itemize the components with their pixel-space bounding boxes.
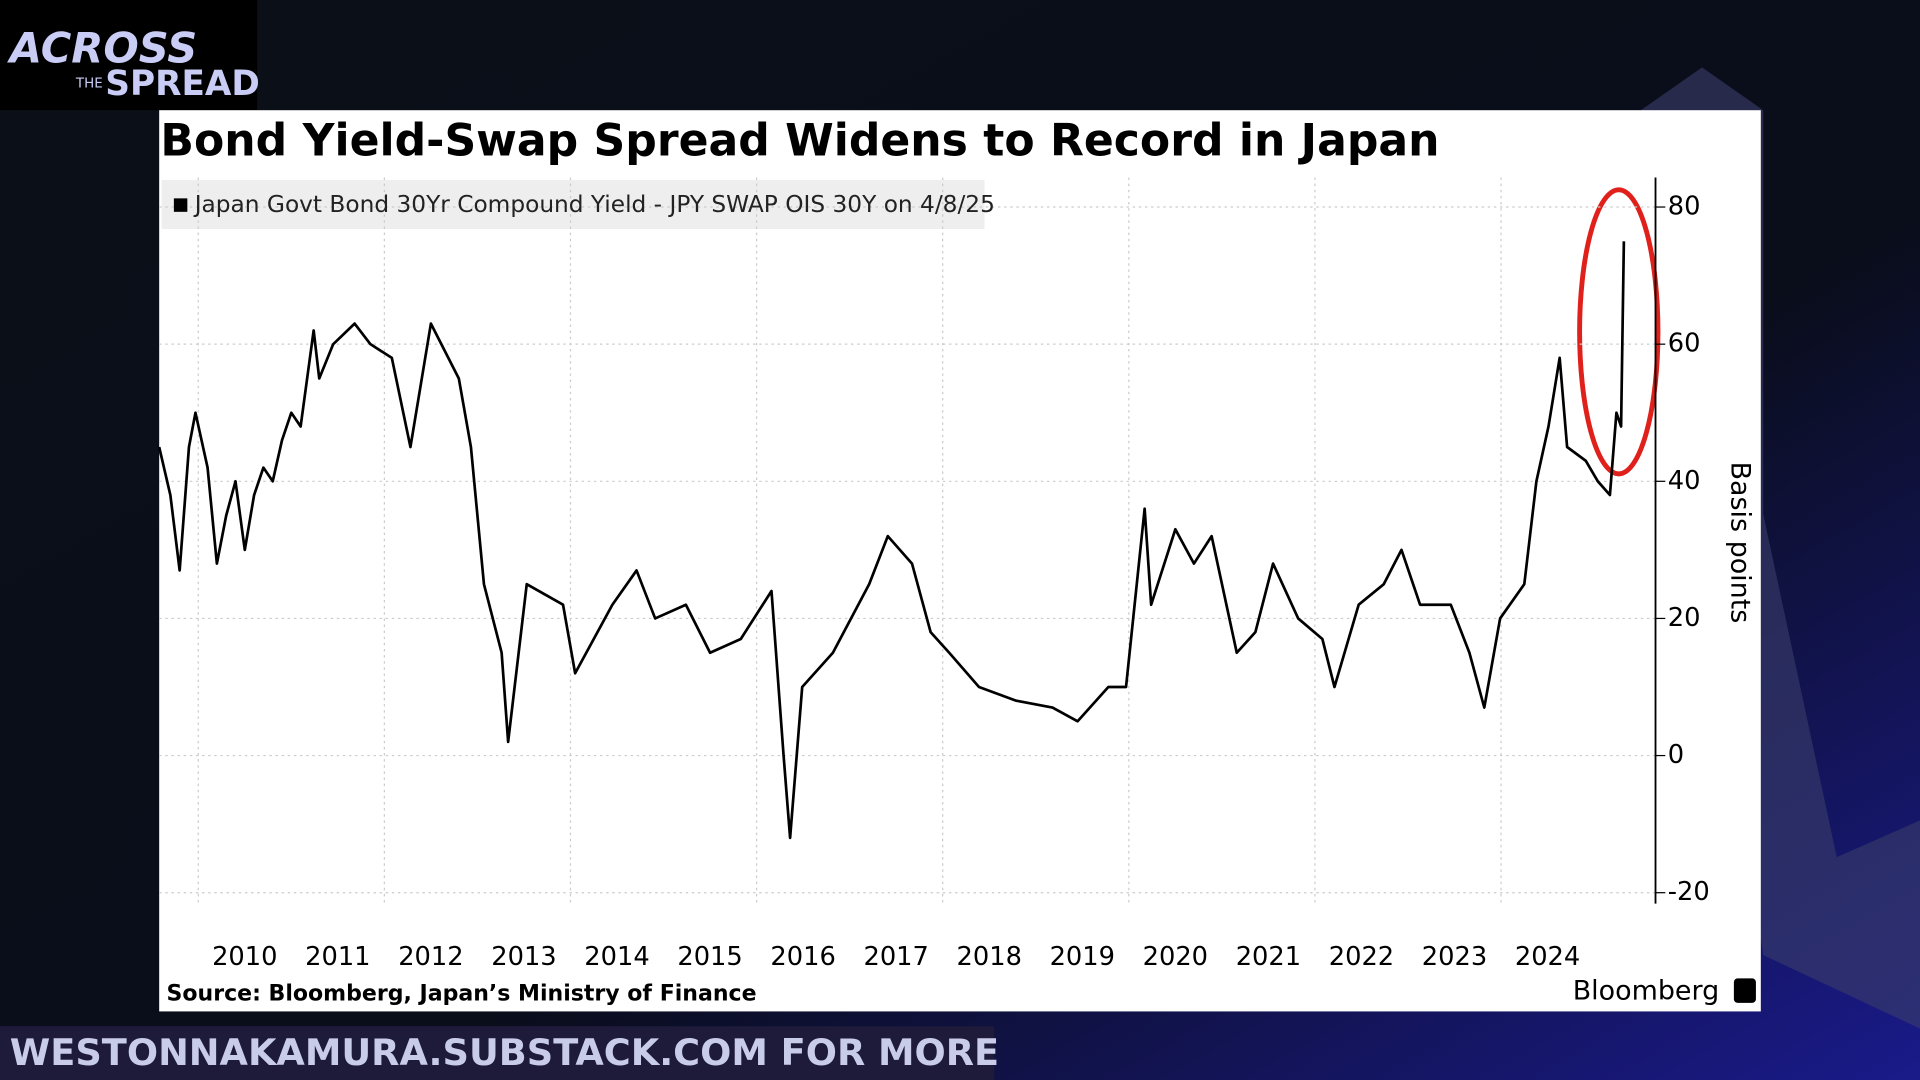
x-tick-label: 2019 <box>1050 942 1115 972</box>
x-tick-label: 2016 <box>770 942 835 972</box>
legend-label: Japan Govt Bond 30Yr Compound Yield - JP… <box>193 191 995 218</box>
x-tick-label: 2014 <box>584 942 649 972</box>
source: Source: Bloomberg, Japan’s Ministry of F… <box>167 981 757 1006</box>
x-tick-label: 2012 <box>398 942 463 972</box>
logo-text: THE <box>75 76 103 91</box>
line <box>157 241 1626 840</box>
logo-box <box>0 0 258 111</box>
x-tick-label: 2018 <box>957 942 1022 972</box>
x-tick-label: 2022 <box>1329 942 1394 972</box>
x-tick-label: 2020 <box>1143 942 1208 972</box>
y-tick-label: 0 <box>1668 740 1684 770</box>
highlight-circle <box>1577 187 1661 477</box>
legend-box <box>161 180 985 229</box>
banner-box <box>0 1026 995 1080</box>
x-tick-label: 2011 <box>305 942 370 972</box>
logo-text: ACROSS <box>7 23 197 72</box>
chart-panel <box>159 110 1761 1012</box>
x-tick-label: 2023 <box>1422 942 1487 972</box>
x-tick-label: 2021 <box>1236 942 1301 972</box>
legend-swatch <box>173 198 188 212</box>
y-tick-label: 40 <box>1668 466 1701 496</box>
brand-icon <box>1733 978 1756 1003</box>
y-tick-label: 20 <box>1668 603 1701 633</box>
x-tick-label: 2015 <box>677 942 742 972</box>
y-axis-label: Basis points <box>1724 462 1755 624</box>
x-tick-label: 2010 <box>212 942 277 972</box>
y-tick-label: 80 <box>1668 192 1701 222</box>
y-tick-label: 60 <box>1668 329 1701 359</box>
brand: Bloomberg <box>1573 975 1719 1006</box>
banner: WESTONNAKAMURA.SUBSTACK.COM FOR MORE <box>10 1031 999 1074</box>
x-tick-label: 2024 <box>1515 942 1580 972</box>
chart-title: Bond Yield-Swap Spread Widens to Record … <box>160 115 1439 166</box>
y-tick-label: -20 <box>1668 877 1710 907</box>
x-tick-label: 2013 <box>491 942 556 972</box>
logo-text: SPREAD <box>105 64 260 104</box>
x-tick-label: 2017 <box>863 942 928 972</box>
